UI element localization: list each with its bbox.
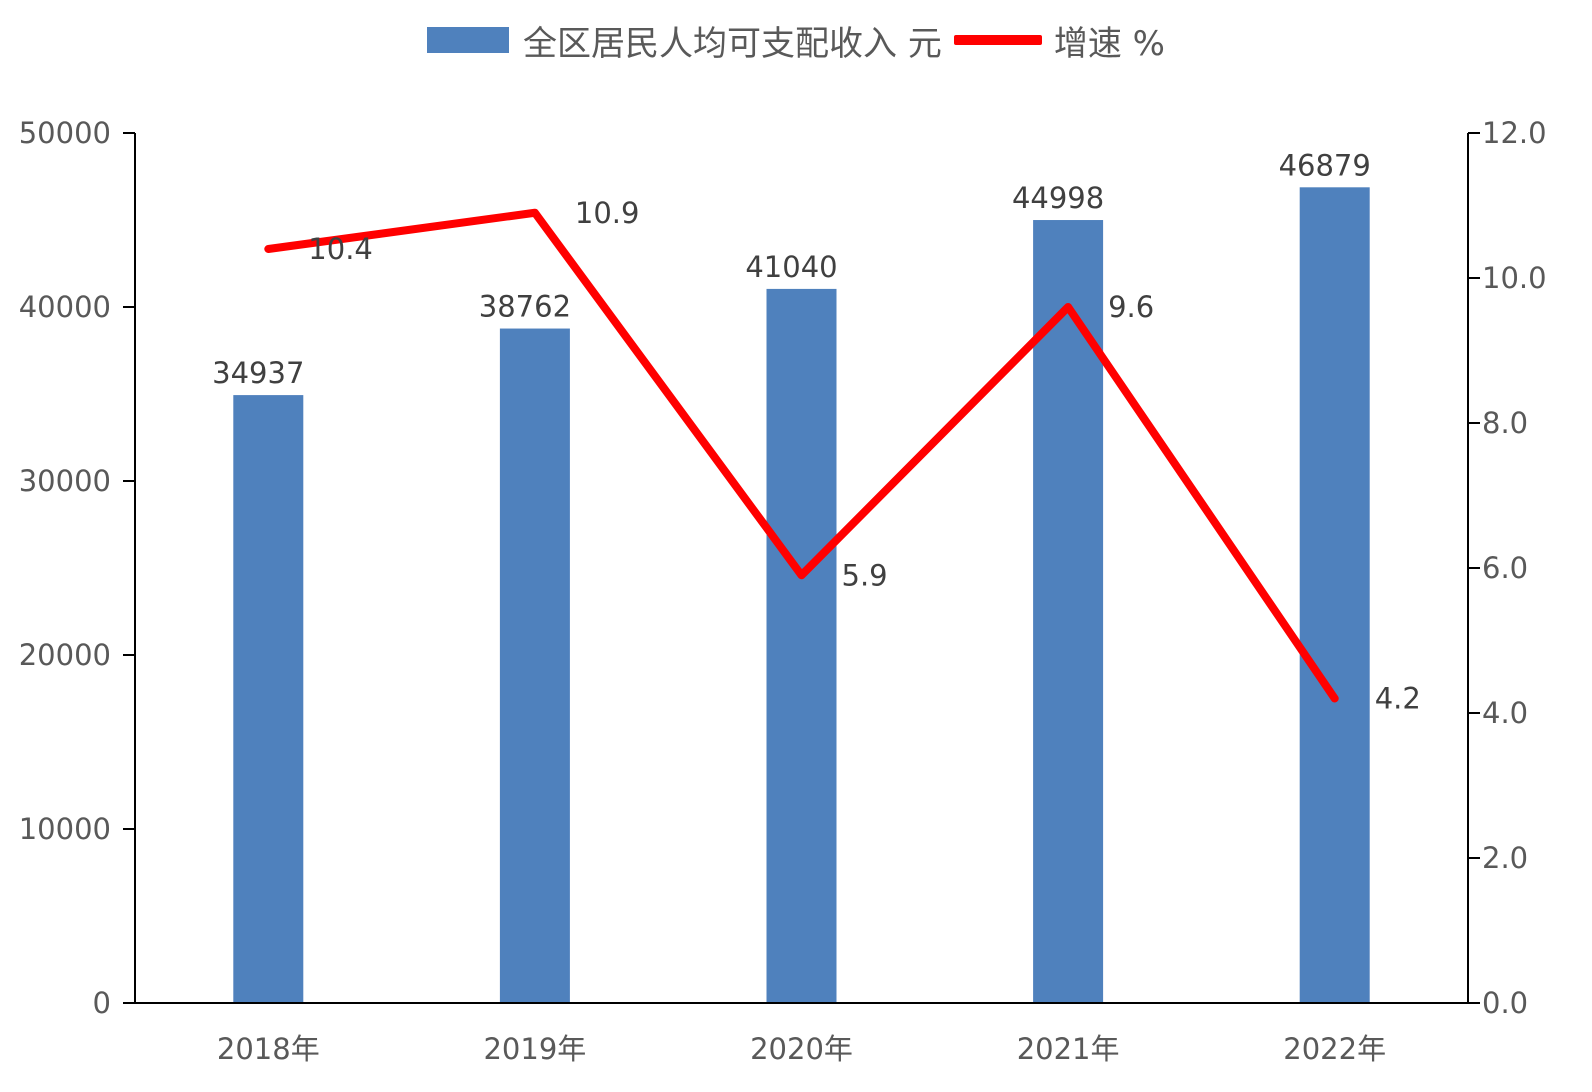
line-data-label-4: 4.2 (1375, 682, 1421, 716)
legend-item-growth: 增速 % (953, 16, 1165, 65)
legend: 全区居民人均可支配收入 元 增速 % (0, 12, 1592, 68)
x-tick-label-1: 2019年 (483, 1032, 586, 1066)
y-right-tick-label-1: 2.0 (1482, 841, 1528, 875)
line-data-label-1: 10.9 (575, 196, 640, 230)
bar-data-label-1: 38762 (479, 290, 571, 324)
y-left-tick-label-3: 30000 (19, 464, 111, 498)
y-left-tick-label-2: 20000 (19, 638, 111, 672)
growth-point-0 (265, 246, 272, 252)
x-tick-label-3: 2021年 (1017, 1032, 1120, 1066)
bar-0 (233, 395, 304, 1003)
y-left-tick-label-5: 50000 (19, 116, 111, 150)
bar-data-label-3: 44998 (1012, 181, 1104, 215)
y-right-tick-label-2: 4.0 (1482, 696, 1528, 730)
bar-data-label-0: 34937 (212, 356, 304, 390)
legend-swatch-bar (427, 27, 510, 53)
x-tick-label-4: 2022年 (1283, 1032, 1386, 1066)
y-right-tick-label-5: 10.0 (1482, 261, 1547, 295)
y-left-tick-label-0: 0 (93, 986, 111, 1020)
growth-point-2 (798, 572, 805, 579)
x-tick-label-0: 2018年 (217, 1032, 320, 1066)
y-left-tick-label-4: 40000 (19, 290, 111, 324)
growth-point-1 (531, 209, 538, 216)
bar-data-label-2: 41040 (745, 250, 837, 284)
line-data-label-0: 10.4 (308, 232, 373, 266)
line-data-label-2: 5.9 (842, 558, 888, 592)
bar-4 (1299, 187, 1370, 1003)
y-left-tick-label-1: 10000 (19, 812, 111, 846)
bar-1 (499, 328, 570, 1003)
legend-swatch-line (953, 35, 1042, 45)
y-right-tick-label-0: 0.0 (1482, 986, 1528, 1020)
legend-label-growth: 增速 % (1053, 23, 1165, 64)
legend-label-income: 全区居民人均可支配收入 元 (523, 23, 942, 64)
bar-3 (1033, 220, 1104, 1004)
bar-data-label-4: 46879 (1279, 148, 1371, 182)
growth-point-4 (1331, 695, 1338, 702)
x-tick-label-2: 2020年 (750, 1032, 853, 1066)
bar-2 (766, 288, 837, 1003)
y-right-tick-label-3: 6.0 (1482, 551, 1528, 585)
line-data-label-3: 9.6 (1108, 290, 1154, 324)
y-right-tick-label-6: 12.0 (1482, 116, 1547, 150)
y-right-tick-label-4: 8.0 (1482, 406, 1528, 440)
growth-point-3 (1065, 304, 1072, 310)
legend-item-income: 全区居民人均可支配收入 元 (427, 16, 942, 65)
